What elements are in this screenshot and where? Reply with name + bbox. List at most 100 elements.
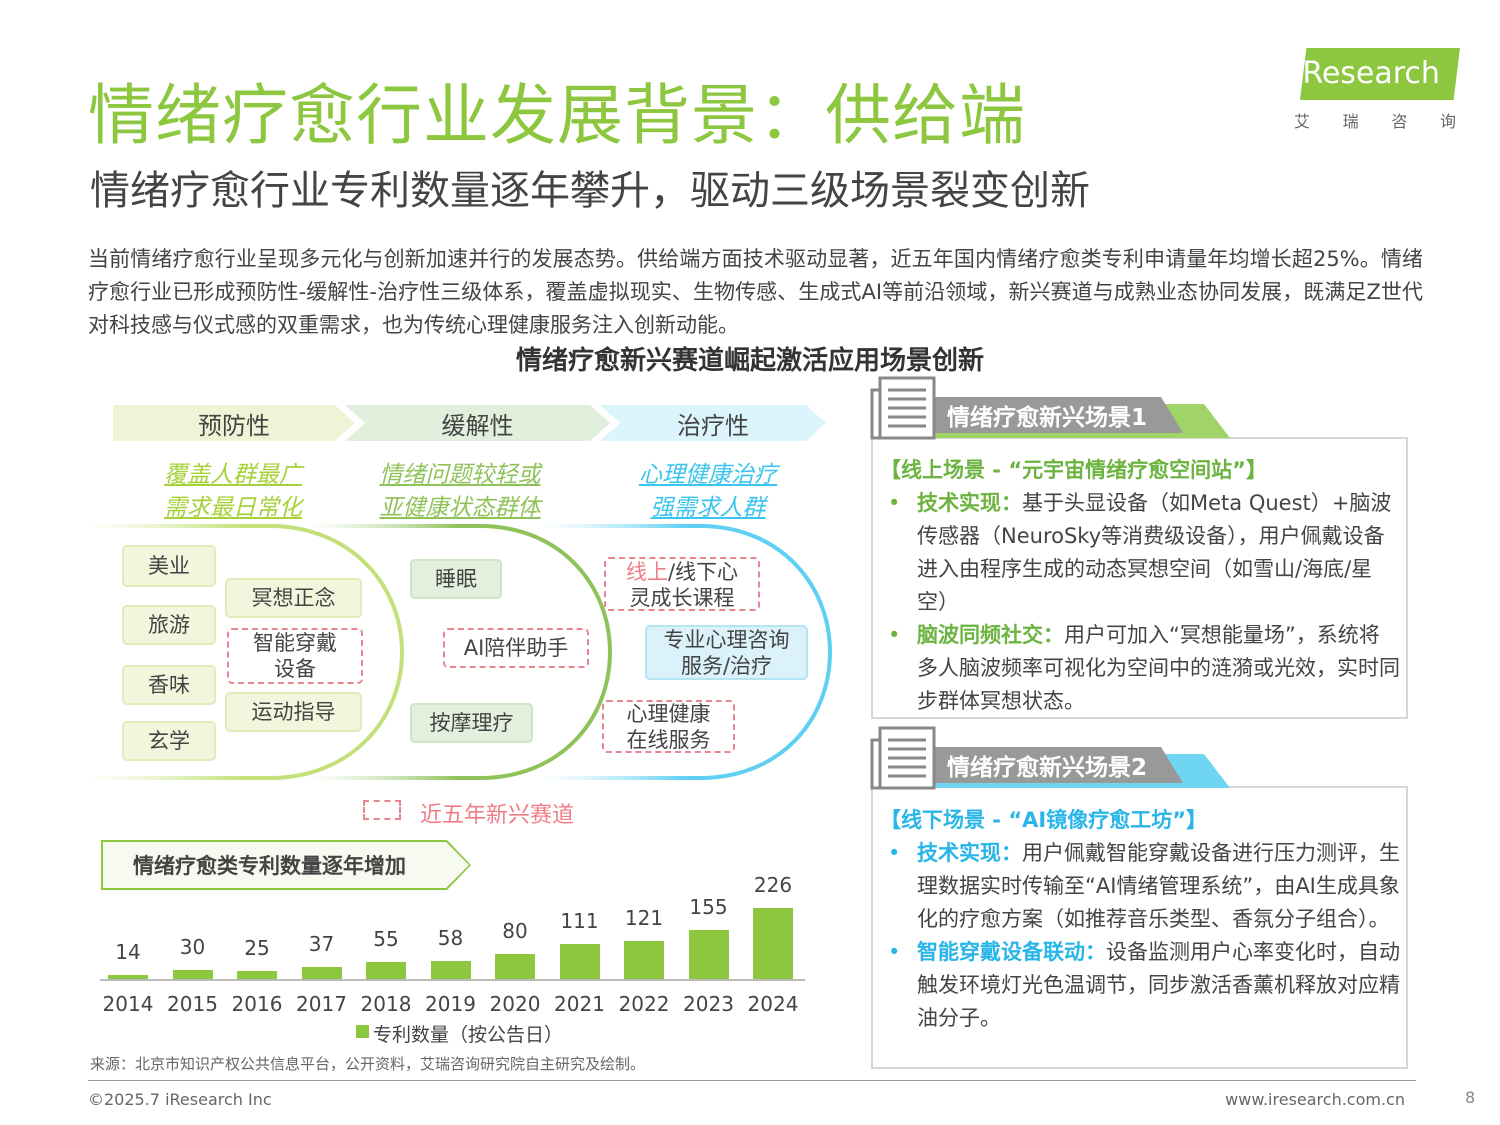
value-label: 14 xyxy=(115,939,141,964)
tier-therapy: 治疗性 xyxy=(600,405,826,441)
bar-2015 xyxy=(172,969,213,979)
bar-2021 xyxy=(559,944,600,979)
patent-label: 情绪疗愈类专利数量逐年增加 xyxy=(103,842,469,888)
item-exercise: 运动指导 xyxy=(225,692,362,732)
scene-card-1 xyxy=(871,437,1408,719)
scene-bullet: • 智能穿戴设备联动：设备监测用户心率变化时，自动触发环境灯光色温调节，同步激活香… xyxy=(880,936,1400,1035)
value-label: 121 xyxy=(624,905,664,930)
scene-header: 情绪疗愈新兴场景2 xyxy=(935,747,1183,783)
item-metaphysics: 玄学 xyxy=(122,721,216,761)
tier-tag: 心理健康治疗 xyxy=(639,462,777,488)
x-tick-label: 2021 xyxy=(554,992,605,1016)
bar-2023 xyxy=(688,930,729,979)
bullet-dot: • xyxy=(888,841,901,865)
item-online-service: 心理健康在线服务 xyxy=(602,700,735,753)
x-tick-label: 2019 xyxy=(425,992,476,1016)
item-ai-companion: AI陪伴助手 xyxy=(443,628,589,668)
scene-title: 【线下场景 - “AI镜像疗愈工坊”】 xyxy=(880,808,1208,832)
bar-2019 xyxy=(430,960,471,979)
bar-2020 xyxy=(495,953,535,979)
bullet-key: 智能穿戴设备联动： xyxy=(917,940,1106,964)
item-growth-course: 线上/线下心灵成长课程 xyxy=(604,557,760,611)
scene-bullet: • 技术实现：用户佩戴智能穿戴设备进行压力测评，生理数据实时传输至“AI情绪管理系… xyxy=(880,837,1400,936)
bullet-key: 脑波同频社交： xyxy=(917,623,1064,647)
logo-cn-2: 瑞 xyxy=(1342,112,1359,131)
page-number: 8 xyxy=(1465,1088,1476,1107)
item-sleep: 睡眠 xyxy=(410,559,502,599)
value-label: 58 xyxy=(437,925,464,950)
bar-2014 xyxy=(108,974,148,979)
x-tick-label: 2015 xyxy=(167,992,218,1016)
bar-2016 xyxy=(237,971,277,979)
logo-cn-4: 询 xyxy=(1439,112,1456,131)
source-note: 来源：北京市知识产权公共信息平台，公开资料，艾瑞咨询研究院自主研究及绘制。 xyxy=(90,1055,646,1073)
item-consultation: 专业心理咨询服务/治疗 xyxy=(645,625,808,680)
bullet-dot: • xyxy=(888,623,901,647)
bar-2017 xyxy=(301,967,342,979)
bullet-text: 基于头显设备（如Meta Quest）+脑波传感器（NeuroSky等消费级设备… xyxy=(917,491,1392,614)
x-axis xyxy=(100,979,805,981)
legend-swatch xyxy=(356,1025,369,1038)
x-tick-label: 2022 xyxy=(618,992,670,1016)
arc-preventive xyxy=(90,524,405,780)
value-label: 226 xyxy=(753,873,793,897)
intro-paragraph: 当前情绪疗愈行业呈现多元化与创新加速并行的发展态势。供给端方面技术驱动显著，近五… xyxy=(88,247,1423,337)
footer-divider xyxy=(88,1080,1416,1081)
document-icon xyxy=(870,376,936,440)
x-tick-label: 2017 xyxy=(296,992,347,1016)
scene-header: 情绪疗愈新兴场景1 xyxy=(935,397,1183,433)
item-beauty: 美业 xyxy=(122,545,216,587)
x-tick-label: 2024 xyxy=(747,992,799,1016)
arc-relief xyxy=(310,524,613,780)
logo-cn-3: 咨 xyxy=(1391,112,1408,131)
value-label: 55 xyxy=(373,926,399,951)
iresearch-logo: iResearch 艾 瑞 咨 询 xyxy=(1290,48,1460,133)
item-scent: 香味 xyxy=(122,665,216,705)
copyright: ©2025.7 iResearch Inc xyxy=(88,1090,272,1109)
bullet-key: 技术实现： xyxy=(917,491,1022,515)
tier-tag: 强需求人群 xyxy=(650,495,766,521)
scene-bullet: • 技术实现：基于头显设备（如Meta Quest）+脑波传感器（NeuroSky… xyxy=(880,487,1400,619)
scene-bullet: • 脑波同频社交：用户可加入“冥想能量场”，系统将多人脑波频率可视化为空间中的涟漪… xyxy=(880,619,1400,718)
x-tick-label: 2014 xyxy=(102,992,154,1016)
tier-tag: 覆盖人群最广 xyxy=(164,462,302,488)
tier-tag: 亚健康状态群体 xyxy=(379,495,541,521)
bar-2022 xyxy=(624,940,664,979)
legend-emerging: 近五年新兴赛道 xyxy=(420,803,575,828)
value-label: 111 xyxy=(560,909,599,934)
value-label: 80 xyxy=(502,918,528,943)
item-travel: 旅游 xyxy=(122,605,216,645)
tier-tag: 需求最日常化 xyxy=(164,495,302,521)
course-text: /线下心灵成长课程 xyxy=(629,560,739,610)
bullet-dot: • xyxy=(888,491,901,515)
tier-preventive: 预防性 xyxy=(113,405,355,441)
value-label: 155 xyxy=(689,895,728,920)
patent-label-border: 情绪疗愈类专利数量逐年增加 xyxy=(101,840,471,890)
bullet-text: 用户可加入“冥想能量场”，系统将多人脑波频率可视化为空间中的涟漪或光效，实时同步… xyxy=(917,623,1400,713)
website-link[interactable]: www.iresearch.com.cn xyxy=(1225,1090,1405,1109)
bullet-key: 技术实现： xyxy=(917,841,1022,865)
legend-dashed-swatch xyxy=(363,800,401,820)
tier-tag: 情绪问题较轻或 xyxy=(379,462,541,488)
x-tick-label: 2023 xyxy=(683,992,734,1016)
value-label: 25 xyxy=(244,936,270,961)
document-icon xyxy=(870,726,936,790)
online-text: 线上 xyxy=(625,560,668,584)
chart-legend: 专利数量（按公告日） xyxy=(373,1024,564,1046)
scene-card-2 xyxy=(871,786,1408,1069)
bullet-text: 用户佩戴智能穿戴设备进行压力测评，生理数据实时传输至“AI情绪管理系统”，由AI… xyxy=(917,841,1400,931)
x-tick-label: 2018 xyxy=(360,992,412,1016)
page-title: 情绪疗愈行业发展背景：供给端 xyxy=(88,77,1026,154)
tier-relief: 缓解性 xyxy=(345,405,610,441)
logo-wordmark: iResearch xyxy=(1294,56,1440,91)
scene-title: 【线上场景 - “元宇宙情绪疗愈空间站”】 xyxy=(880,458,1267,482)
logo-cn-1: 艾 xyxy=(1294,112,1311,131)
diagram-title: 情绪疗愈新兴赛道崛起激活应用场景创新 xyxy=(515,346,984,376)
bar-2018 xyxy=(366,961,406,979)
item-meditation: 冥想正念 xyxy=(225,578,362,618)
value-label: 37 xyxy=(308,932,335,957)
item-wearable: 智能穿戴设备 xyxy=(227,628,363,684)
item-massage: 按摩理疗 xyxy=(410,703,533,743)
x-tick-label: 2016 xyxy=(231,992,283,1016)
bar-2024 xyxy=(753,908,793,979)
